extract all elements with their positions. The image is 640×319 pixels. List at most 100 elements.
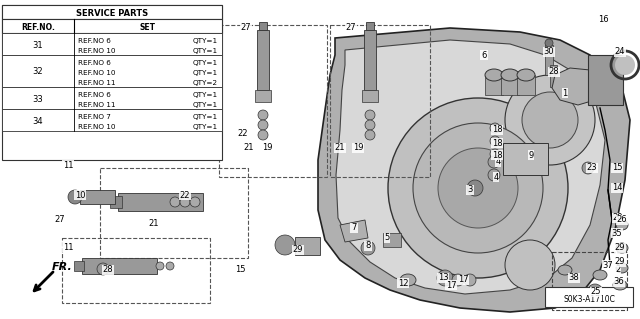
Bar	[62, 238, 210, 303]
Bar	[257, 30, 269, 90]
Ellipse shape	[616, 220, 628, 230]
Text: REF.NO 7: REF.NO 7	[78, 114, 111, 120]
Text: 4: 4	[493, 173, 499, 182]
Text: QTY=2: QTY=2	[193, 80, 218, 86]
Bar	[2, 5, 222, 19]
Text: 22: 22	[180, 190, 190, 199]
Ellipse shape	[517, 69, 535, 81]
Circle shape	[258, 110, 268, 120]
Text: 18: 18	[492, 125, 502, 135]
Text: 5: 5	[385, 234, 390, 242]
Circle shape	[365, 120, 375, 130]
Circle shape	[505, 240, 555, 290]
Text: 17: 17	[458, 276, 468, 285]
Text: QTY=1: QTY=1	[193, 60, 218, 66]
Bar	[74, 261, 84, 271]
Bar	[295, 237, 320, 255]
Text: 36: 36	[614, 278, 625, 286]
Bar	[550, 65, 557, 87]
Ellipse shape	[593, 270, 607, 280]
Polygon shape	[336, 40, 605, 294]
Text: 15: 15	[612, 164, 622, 173]
Text: 15: 15	[235, 265, 245, 275]
Text: REF.NO 11: REF.NO 11	[78, 80, 115, 86]
Polygon shape	[318, 28, 630, 312]
Circle shape	[464, 274, 476, 286]
Polygon shape	[340, 220, 368, 242]
Text: QTY=1: QTY=1	[193, 102, 218, 108]
Bar	[364, 30, 376, 90]
Text: 7: 7	[351, 224, 356, 233]
Circle shape	[275, 235, 295, 255]
Circle shape	[582, 162, 594, 174]
Bar	[100, 168, 248, 258]
Circle shape	[258, 130, 268, 140]
Circle shape	[388, 98, 568, 278]
Text: 23: 23	[587, 164, 597, 173]
Circle shape	[505, 75, 595, 165]
Circle shape	[467, 180, 483, 196]
Bar	[80, 190, 115, 204]
Bar	[552, 252, 627, 310]
Text: 4: 4	[495, 158, 500, 167]
Circle shape	[170, 197, 180, 207]
Ellipse shape	[558, 265, 572, 275]
Text: REF.NO 6: REF.NO 6	[78, 60, 111, 66]
Text: 34: 34	[33, 116, 44, 125]
Circle shape	[365, 130, 375, 140]
Bar	[503, 143, 548, 175]
Text: QTY=1: QTY=1	[193, 48, 218, 54]
Text: 27: 27	[241, 24, 252, 33]
Text: 33: 33	[33, 94, 44, 103]
Bar	[259, 22, 267, 30]
Text: 28: 28	[102, 265, 113, 275]
Bar	[2, 33, 222, 55]
Text: 6: 6	[481, 50, 486, 60]
Text: 10: 10	[75, 190, 85, 199]
Text: 31: 31	[33, 41, 44, 49]
Circle shape	[545, 39, 553, 47]
Text: 30: 30	[544, 48, 554, 56]
Text: 22: 22	[237, 129, 248, 137]
Text: REF.NO 10: REF.NO 10	[78, 70, 115, 76]
Text: S0K3-A1710C: S0K3-A1710C	[563, 295, 615, 305]
Circle shape	[68, 190, 82, 204]
Bar	[517, 75, 535, 95]
Bar	[362, 90, 378, 102]
Circle shape	[587, 284, 603, 300]
Circle shape	[97, 263, 109, 275]
Text: 38: 38	[568, 273, 579, 283]
Circle shape	[437, 270, 453, 286]
Bar	[2, 55, 222, 87]
Circle shape	[166, 262, 174, 270]
Ellipse shape	[616, 243, 628, 253]
Ellipse shape	[501, 69, 519, 81]
Text: 19: 19	[353, 144, 364, 152]
Text: QTY=1: QTY=1	[193, 38, 218, 44]
Text: 18: 18	[492, 138, 502, 147]
Text: 21: 21	[148, 219, 159, 227]
Text: REF.NO.: REF.NO.	[21, 23, 55, 32]
Text: 13: 13	[438, 273, 448, 283]
Text: 17: 17	[445, 280, 456, 290]
Text: 24: 24	[615, 48, 625, 56]
Bar	[110, 196, 122, 208]
Text: 21: 21	[244, 144, 254, 152]
Text: SERVICE PARTS: SERVICE PARTS	[76, 9, 148, 18]
Text: SET: SET	[140, 23, 156, 32]
Text: QTY=1: QTY=1	[193, 70, 218, 76]
Text: REF.NO 6: REF.NO 6	[78, 92, 111, 98]
Text: 19: 19	[262, 144, 272, 152]
Bar	[330, 25, 430, 177]
Text: 32: 32	[33, 68, 44, 77]
Text: 37: 37	[603, 261, 613, 270]
Circle shape	[413, 123, 543, 253]
Circle shape	[190, 197, 200, 207]
Text: REF.NO 10: REF.NO 10	[78, 48, 115, 54]
Circle shape	[615, 55, 635, 75]
Text: 18: 18	[492, 151, 502, 160]
Text: REF.NO 10: REF.NO 10	[78, 124, 115, 130]
Bar	[485, 75, 503, 95]
Bar	[255, 90, 271, 102]
Circle shape	[452, 274, 464, 286]
